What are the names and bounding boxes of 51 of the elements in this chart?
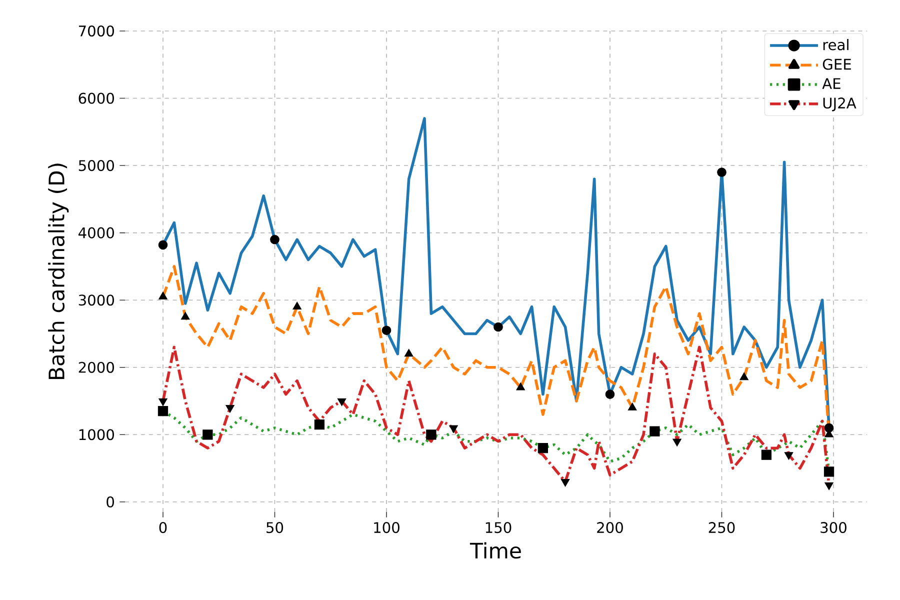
point: [226, 405, 234, 413]
point: [605, 390, 615, 399]
point: [824, 423, 834, 433]
x-tick-label: 300: [820, 522, 846, 534]
point: [426, 430, 436, 440]
legend-label: real: [823, 38, 848, 50]
point: [382, 326, 392, 336]
y-axis-title: Batch cardinality (D): [48, 164, 69, 380]
x-tick-label: 0: [159, 522, 167, 534]
y-tick-label: 0: [106, 496, 114, 508]
point: [516, 382, 526, 390]
point: [628, 402, 637, 410]
point: [158, 398, 168, 406]
y-tick-label: 5000: [78, 160, 114, 172]
x-tick-label: 50: [266, 522, 284, 534]
point: [180, 312, 190, 320]
x-tick-label: 250: [708, 522, 735, 534]
point: [494, 322, 503, 332]
x-axis-title: Time: [470, 542, 521, 559]
point: [292, 302, 302, 310]
point: [158, 292, 168, 300]
point: [740, 372, 749, 380]
legend-label: UJ2A: [823, 98, 856, 112]
legend-label: AE: [822, 78, 840, 89]
x-tick-label: 150: [486, 522, 512, 534]
y-tick-label: 2000: [78, 362, 114, 373]
point: [538, 443, 548, 454]
point: [337, 398, 346, 406]
point: [449, 425, 458, 433]
y-tick-label: 6000: [78, 92, 114, 104]
point: [158, 406, 168, 416]
point: [761, 450, 772, 460]
point: [404, 348, 414, 357]
y-tick-label: 7000: [78, 25, 114, 37]
point: [314, 419, 325, 430]
x-tick-label: 100: [374, 522, 400, 534]
y-tick-label: 3000: [78, 294, 114, 306]
point: [824, 482, 834, 490]
x-tick-label: 200: [597, 522, 623, 534]
point: [560, 479, 570, 487]
point: [650, 426, 660, 436]
point: [672, 438, 682, 446]
point: [202, 430, 213, 440]
point: [158, 240, 168, 250]
point: [270, 234, 280, 244]
point: [824, 466, 834, 477]
point: [717, 168, 726, 177]
y-tick-label: 4000: [78, 227, 114, 238]
point: [784, 452, 794, 460]
y-tick-label: 1000: [79, 429, 114, 440]
legend-label: GEE: [822, 58, 851, 70]
